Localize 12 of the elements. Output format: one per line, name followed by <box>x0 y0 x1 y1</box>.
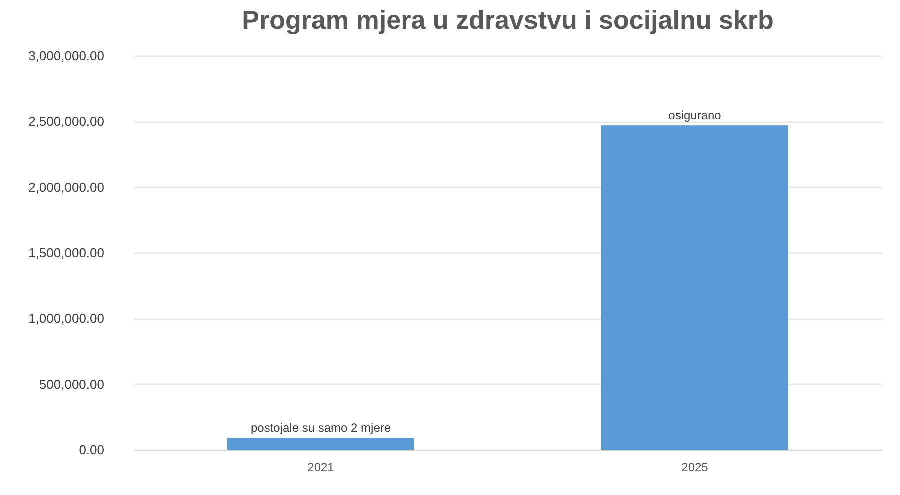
y-tick-label: 1,000,000.00 <box>28 311 104 326</box>
y-tick-label: 500,000.00 <box>39 376 104 392</box>
x-tick-label: 2025 <box>682 460 709 474</box>
x-tick-label: 2021 <box>308 460 335 474</box>
y-tick-label: 0.00 <box>79 442 104 458</box>
annotation: postojale su samo 2 mjere <box>250 421 392 436</box>
y-tick-label: 2,500,000.00 <box>28 114 104 130</box>
y-tick-label: 1,500,000.00 <box>28 246 104 260</box>
y-tick-label: 3,000,000.00 <box>28 48 104 64</box>
annotation: osigurano <box>668 108 722 123</box>
y-tick-label: 2,000,000.00 <box>28 180 104 195</box>
chart-title: Program mjera u zdravstvu i socijalnu skrb <box>242 5 774 35</box>
